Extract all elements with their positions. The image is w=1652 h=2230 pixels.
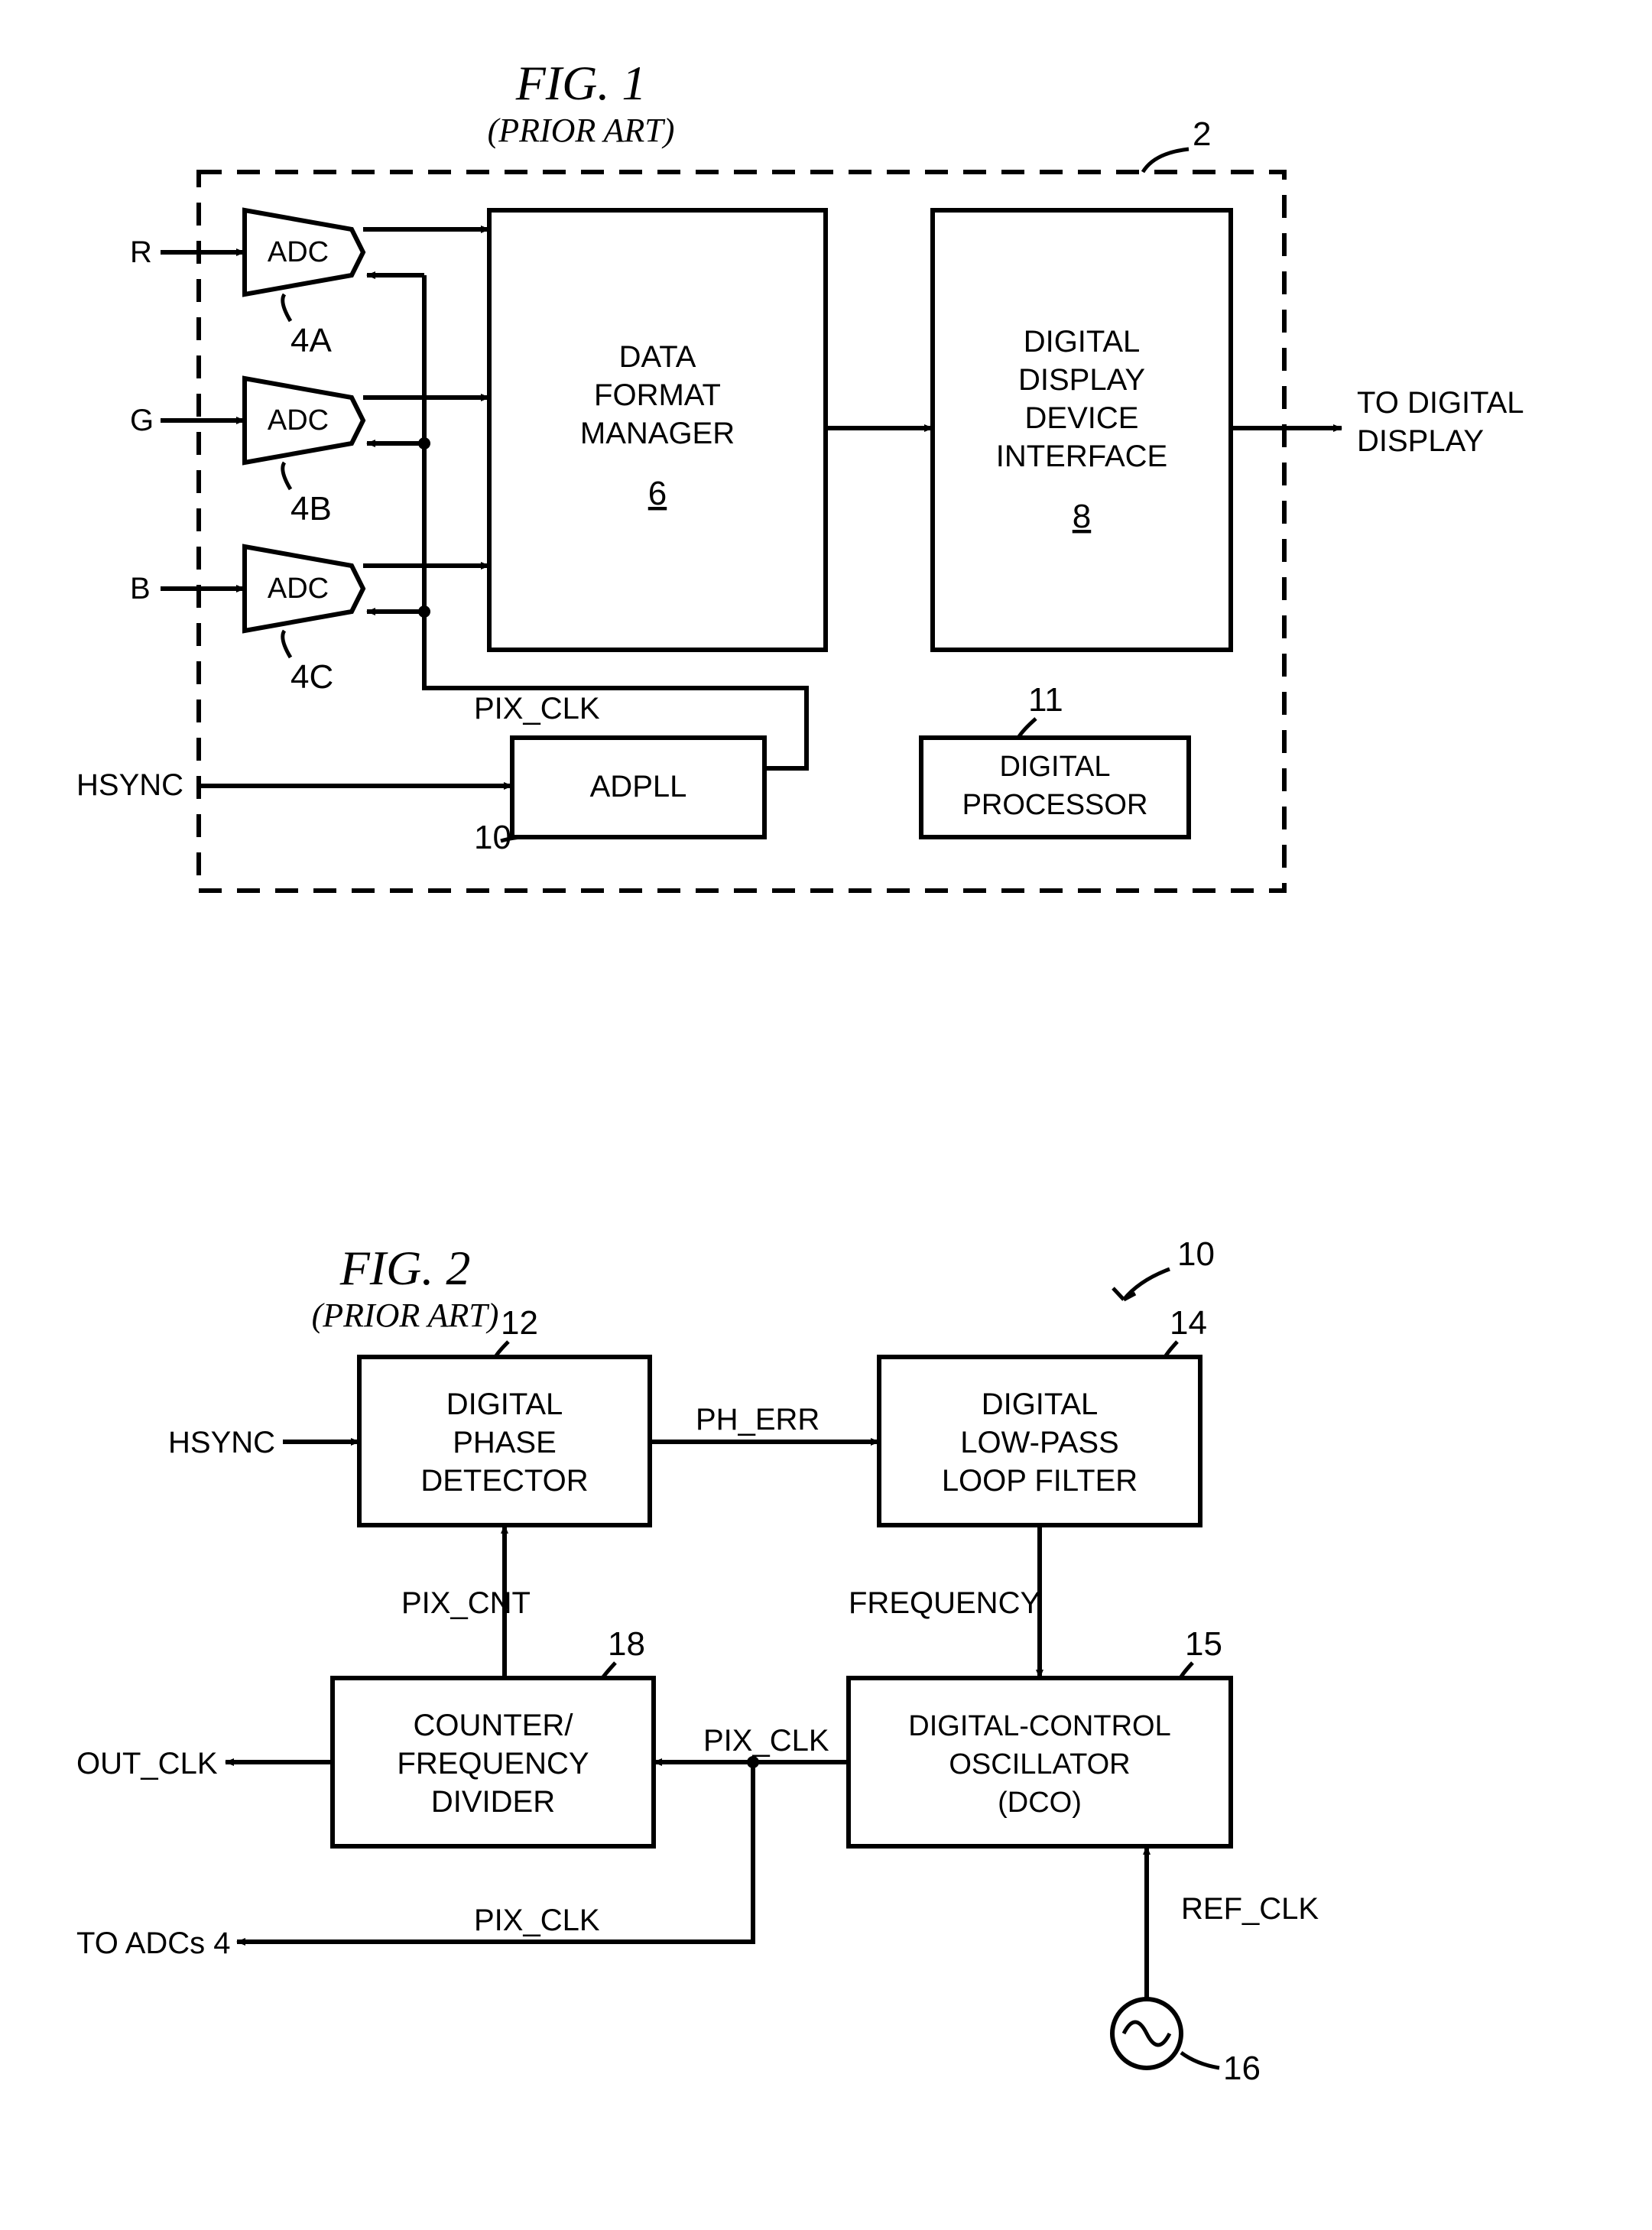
svg-text:PIX_CLK: PIX_CLK: [703, 1724, 829, 1758]
svg-text:PIX_CNT: PIX_CNT: [401, 1586, 531, 1620]
svg-text:ADC: ADC: [268, 236, 329, 268]
adc-r: ADC: [245, 210, 363, 294]
svg-text:G: G: [130, 404, 154, 437]
svg-text:DIGITAL: DIGITAL: [446, 1388, 563, 1421]
svg-text:4C: 4C: [290, 658, 333, 696]
diagram-svg: FIG. 1 (PRIOR ART) 2 ADC ADC ADC 4A 4B 4…: [0, 0, 1652, 2230]
svg-text:INTERFACE: INTERFACE: [996, 440, 1167, 473]
svg-text:DIGITAL: DIGITAL: [1024, 325, 1141, 359]
svg-text:B: B: [130, 572, 151, 605]
svg-text:FIG. 1: FIG. 1: [515, 56, 647, 110]
svg-text:R: R: [130, 235, 152, 269]
svg-text:OSCILLATOR: OSCILLATOR: [949, 1748, 1130, 1780]
svg-text:DEVICE: DEVICE: [1025, 401, 1139, 435]
svg-text:4A: 4A: [290, 322, 332, 359]
svg-text:DIGITAL: DIGITAL: [982, 1388, 1099, 1421]
svg-text:DETECTOR: DETECTOR: [420, 1464, 588, 1498]
svg-text:ADC: ADC: [268, 573, 329, 605]
adc-b: ADC: [245, 547, 363, 631]
svg-text:(PRIOR ART): (PRIOR ART): [488, 112, 675, 149]
svg-text:FIG. 2: FIG. 2: [339, 1241, 471, 1295]
svg-text:DIVIDER: DIVIDER: [431, 1785, 555, 1819]
svg-text:DIGITAL: DIGITAL: [1000, 751, 1111, 783]
svg-text:DIGITAL-CONTROL: DIGITAL-CONTROL: [908, 1710, 1170, 1742]
svg-text:10: 10: [1177, 1235, 1215, 1273]
svg-text:ADC: ADC: [268, 404, 329, 437]
svg-text:LOW-PASS: LOW-PASS: [960, 1426, 1118, 1459]
svg-text:MANAGER: MANAGER: [580, 417, 735, 450]
svg-text:PIX_CLK: PIX_CLK: [474, 692, 600, 725]
svg-text:TO ADCs 4: TO ADCs 4: [76, 1926, 231, 1960]
svg-text:DATA: DATA: [619, 340, 696, 374]
svg-text:10: 10: [474, 819, 511, 856]
svg-text:12: 12: [501, 1304, 538, 1342]
svg-text:FREQUENCY: FREQUENCY: [849, 1586, 1040, 1620]
page: FIG. 1 (PRIOR ART) 2 ADC ADC ADC 4A 4B 4…: [0, 0, 1652, 2230]
svg-text:TO DIGITAL: TO DIGITAL: [1357, 386, 1524, 420]
svg-text:15: 15: [1185, 1625, 1222, 1663]
adc-g: ADC: [245, 378, 363, 463]
svg-text:PIX_CLK: PIX_CLK: [474, 1904, 600, 1937]
svg-text:PH_ERR: PH_ERR: [696, 1403, 820, 1436]
figure-2: FIG. 2 (PRIOR ART) 10 DIGITAL PHASE DETE…: [76, 1235, 1319, 2087]
figure-1: FIG. 1 (PRIOR ART) 2 ADC ADC ADC 4A 4B 4…: [76, 56, 1524, 891]
svg-text:PHASE: PHASE: [453, 1426, 557, 1459]
svg-text:ADPLL: ADPLL: [590, 770, 687, 803]
svg-text:REF_CLK: REF_CLK: [1181, 1892, 1319, 1926]
svg-text:DISPLAY: DISPLAY: [1018, 363, 1145, 397]
svg-text:LOOP FILTER: LOOP FILTER: [942, 1464, 1138, 1498]
svg-text:6: 6: [648, 475, 667, 512]
svg-text:(PRIOR ART): (PRIOR ART): [312, 1297, 499, 1334]
svg-text:FREQUENCY: FREQUENCY: [397, 1747, 589, 1780]
svg-text:14: 14: [1170, 1304, 1207, 1342]
svg-text:COUNTER/: COUNTER/: [414, 1709, 574, 1742]
svg-text:16: 16: [1223, 2050, 1261, 2087]
svg-text:(DCO): (DCO): [998, 1787, 1082, 1819]
svg-text:4B: 4B: [290, 490, 332, 527]
svg-text:DISPLAY: DISPLAY: [1357, 424, 1484, 458]
svg-text:11: 11: [1028, 681, 1063, 719]
svg-text:PROCESSOR: PROCESSOR: [962, 789, 1148, 821]
svg-text:HSYNC: HSYNC: [76, 768, 183, 802]
svg-text:18: 18: [608, 1625, 645, 1663]
svg-text:HSYNC: HSYNC: [168, 1426, 275, 1459]
svg-text:FORMAT: FORMAT: [594, 378, 721, 412]
svg-text:2: 2: [1193, 115, 1211, 153]
svg-text:8: 8: [1073, 498, 1091, 535]
svg-text:OUT_CLK: OUT_CLK: [76, 1747, 218, 1780]
